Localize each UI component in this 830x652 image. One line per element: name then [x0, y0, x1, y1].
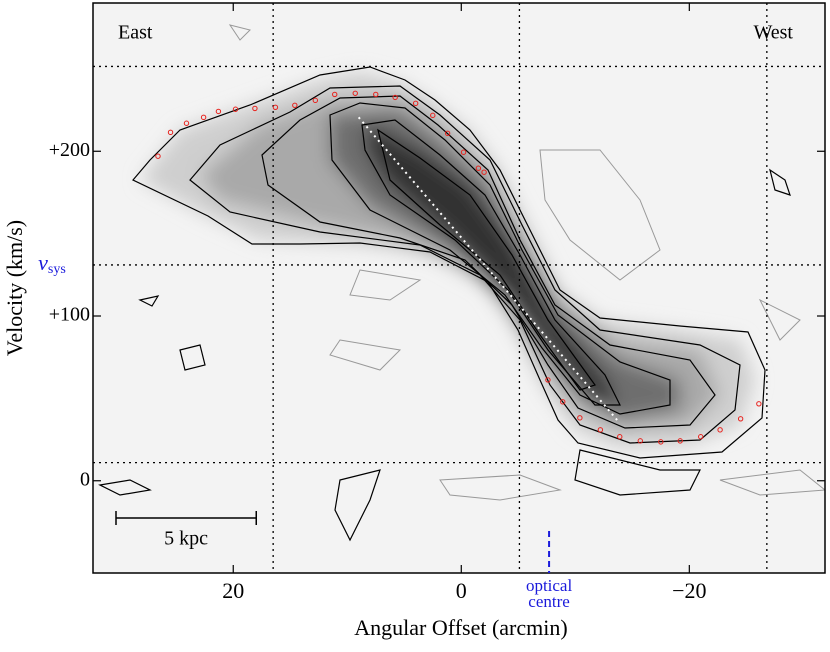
- data-point: [155, 153, 161, 159]
- data-point: [481, 169, 487, 175]
- data-point: [232, 106, 239, 112]
- data-point: [737, 416, 744, 422]
- data-point: [183, 120, 190, 126]
- data-point: [200, 114, 207, 121]
- data-point: [597, 427, 604, 433]
- optical-centre-label: centre: [528, 592, 570, 611]
- vsys-symbol: v: [38, 250, 48, 275]
- data-point: [560, 399, 566, 405]
- data-point: [332, 91, 338, 98]
- data-point: [215, 108, 222, 115]
- optical-centre-label: optical: [526, 576, 573, 595]
- annotation-west: West: [754, 22, 794, 44]
- data-point: [698, 434, 704, 440]
- data-point: [167, 129, 174, 136]
- data-point: [373, 91, 379, 98]
- vsys-label: vsys: [38, 250, 66, 277]
- y-tick-label: +100: [49, 304, 90, 326]
- x-axis-label: Angular Offset (arcmin): [354, 615, 567, 640]
- trend-line: [357, 116, 620, 423]
- data-point: [312, 97, 319, 104]
- data-point: [658, 439, 664, 445]
- data-point: [252, 105, 258, 112]
- x-tick-label: 0: [456, 578, 467, 603]
- data-point: [577, 415, 583, 421]
- vsys-subscript: sys: [48, 262, 66, 277]
- plot-frame: [92, 2, 826, 574]
- data-point: [430, 112, 436, 119]
- y-axis-label: Velocity (km/s): [2, 220, 27, 356]
- y-tick-label: 0: [80, 468, 90, 490]
- data-point: [392, 94, 398, 101]
- data-point: [617, 434, 623, 440]
- y-tick-label: +200: [49, 139, 90, 161]
- x-tick-label: 20: [222, 578, 244, 603]
- data-point: [272, 104, 279, 110]
- data-point: [444, 130, 451, 137]
- data-point: [637, 438, 643, 444]
- data-point: [717, 427, 723, 433]
- scale-bar-label: 5 kpc: [164, 528, 208, 550]
- data-point: [412, 100, 419, 107]
- plot-background: [93, 3, 825, 573]
- data-point: [352, 90, 358, 96]
- annotation-east: East: [118, 22, 153, 44]
- data-point: [475, 165, 482, 171]
- data-point: [677, 438, 683, 444]
- data-point: [460, 149, 467, 155]
- data-point: [545, 377, 551, 383]
- data-point: [292, 102, 298, 109]
- data-point: [756, 401, 762, 407]
- x-tick-label: −20: [672, 578, 706, 603]
